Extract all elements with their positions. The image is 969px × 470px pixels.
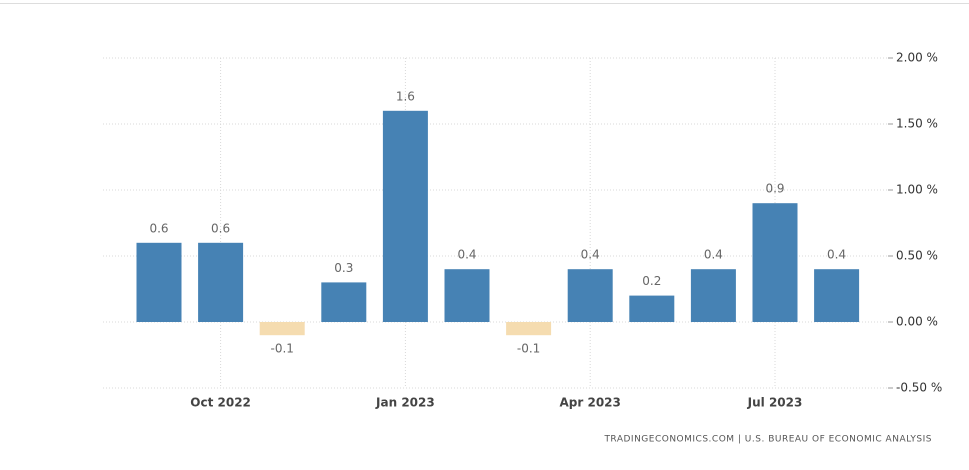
value-label: -0.1 (270, 342, 293, 356)
bar (321, 282, 367, 322)
bar (814, 269, 860, 322)
value-label: 1.6 (396, 89, 415, 103)
value-label: 0.4 (827, 248, 846, 262)
y-tick-label: 0.50 % (896, 249, 938, 263)
source: TRADINGECONOMICS.COM | U.S. BUREAU OF EC… (603, 435, 932, 445)
value-label: 0.2 (642, 274, 661, 288)
bar (136, 242, 182, 322)
bar (198, 242, 244, 322)
bar (629, 295, 675, 322)
bar (690, 269, 736, 322)
value-label: 0.9 (765, 182, 784, 196)
value-label: -0.1 (517, 342, 540, 356)
y-tick-label: -0.50 % (896, 381, 942, 395)
bar (506, 322, 552, 336)
y-tick-label: 1.50 % (896, 117, 938, 131)
bar (259, 322, 305, 336)
bar (444, 269, 490, 322)
x-tick-label: Jul 2023 (747, 396, 803, 410)
value-label: 0.4 (704, 248, 723, 262)
bar (752, 203, 798, 322)
bar (382, 110, 428, 322)
value-label: 0.6 (211, 221, 230, 235)
x-tick-label: Apr 2023 (560, 396, 621, 410)
y-tick-label: 1.00 % (896, 183, 938, 197)
x-tick-label: Oct 2022 (190, 396, 251, 410)
x-tick-label: Jan 2023 (375, 396, 435, 410)
value-label: 0.4 (581, 248, 600, 262)
y-tick-label: 2.00 % (896, 51, 938, 65)
value-label: 0.4 (457, 248, 476, 262)
value-label: 0.6 (149, 221, 168, 235)
bar (567, 269, 613, 322)
value-label: 0.3 (334, 261, 353, 275)
y-tick-label: 0.00 % (896, 315, 938, 329)
